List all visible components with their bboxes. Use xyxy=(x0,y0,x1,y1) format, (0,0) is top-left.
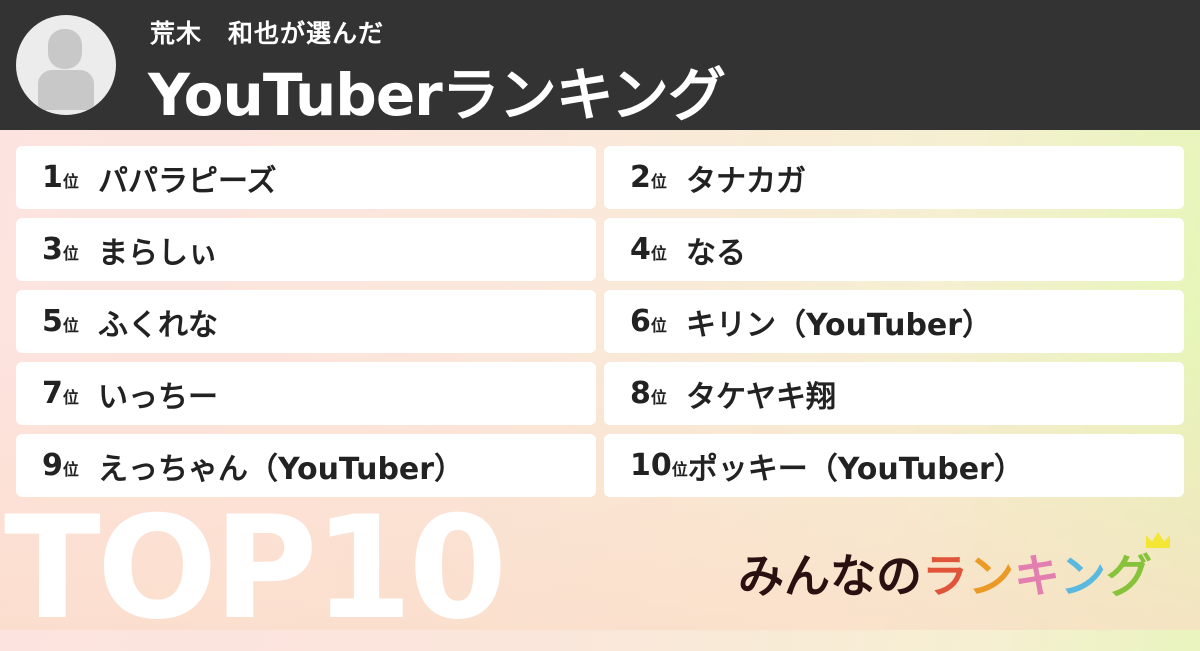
item-name: タケヤキ翔 xyxy=(686,379,836,415)
rank-number: 3位 xyxy=(42,232,79,267)
ranking-item[interactable]: 10位 ポッキー（YouTuber） xyxy=(604,434,1184,497)
item-name: まらしぃ xyxy=(98,235,218,271)
rank-number: 9位 xyxy=(42,448,79,483)
rank-number: 10位 xyxy=(630,448,688,483)
ranking-item[interactable]: 5位 ふくれな xyxy=(16,290,596,353)
rank-number: 1位 xyxy=(42,160,79,195)
header: 荒木 和也が選んだ YouTuberランキング xyxy=(0,0,1200,130)
rank-number: 7位 xyxy=(42,376,79,411)
logo-letter: グ xyxy=(1106,549,1152,603)
rank-number: 5位 xyxy=(42,304,79,339)
user-icon xyxy=(48,29,82,69)
ranking-item[interactable]: 9位 えっちゃん（YouTuber） xyxy=(16,434,596,497)
item-name: パパラピーズ xyxy=(98,163,277,199)
page-title: YouTuberランキング xyxy=(148,61,726,129)
top10-badge: TOP10 xyxy=(4,486,507,651)
item-name: えっちゃん（YouTuber） xyxy=(98,451,465,487)
logo-letter: ン xyxy=(1060,549,1106,603)
item-name: いっちー xyxy=(98,379,218,415)
logo-letter: キ xyxy=(1014,549,1060,603)
logo-prefix: みんなの xyxy=(738,549,922,603)
ranking-item[interactable]: 1位 パパラピーズ xyxy=(16,146,596,209)
item-name: なる xyxy=(686,235,746,271)
rank-number: 8位 xyxy=(630,376,667,411)
item-name: ポッキー（YouTuber） xyxy=(687,451,1024,487)
ranking-item[interactable]: 3位 まらしぃ xyxy=(16,218,596,281)
avatar xyxy=(16,15,116,115)
subtitle: 荒木 和也が選んだ xyxy=(150,19,385,48)
rank-number: 6位 xyxy=(630,304,667,339)
ranking-item[interactable]: 2位 タナカガ xyxy=(604,146,1184,209)
ranking-item[interactable]: 7位 いっちー xyxy=(16,362,596,425)
rank-number: 2位 xyxy=(630,160,667,195)
logo-ranking: ランキング xyxy=(922,532,1170,606)
logo-letter: ン xyxy=(968,549,1014,603)
ranking-item[interactable]: 8位 タケヤキ翔 xyxy=(604,362,1184,425)
item-name: ふくれな xyxy=(98,307,218,343)
ranking-item[interactable]: 4位 なる xyxy=(604,218,1184,281)
rank-number: 4位 xyxy=(630,232,667,267)
ranking-item[interactable]: 6位 キリン（YouTuber） xyxy=(604,290,1184,353)
user-icon-body xyxy=(38,70,94,110)
logo-letter: ラ xyxy=(922,549,968,603)
item-name: キリン（YouTuber） xyxy=(686,307,993,343)
item-name: タナカガ xyxy=(686,163,806,199)
site-logo: みんなの ランキング xyxy=(738,532,1170,606)
